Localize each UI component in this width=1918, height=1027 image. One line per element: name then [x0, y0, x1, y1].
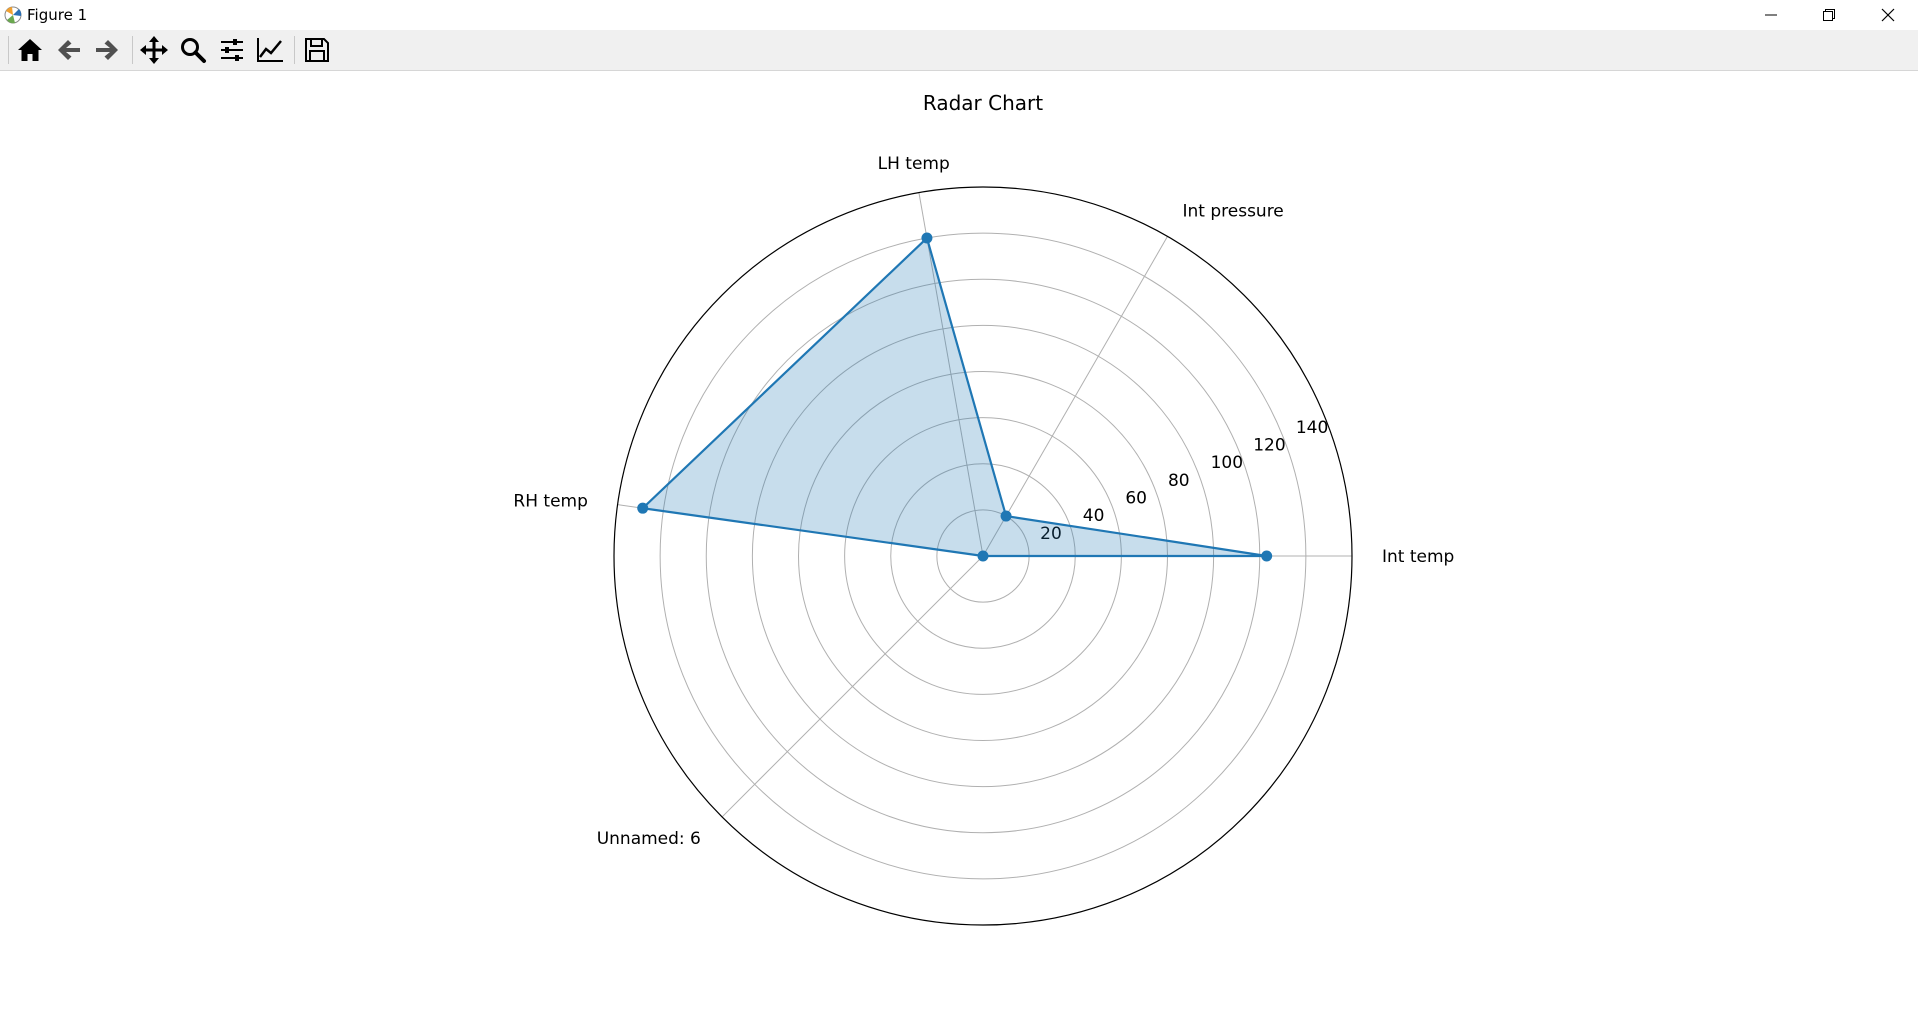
- axis-label: LH temp: [878, 154, 950, 174]
- polar-frame: [613, 186, 1353, 926]
- minimize-icon: [1765, 14, 1777, 16]
- radial-tick-label: 140: [1296, 418, 1328, 438]
- pan-icon: [140, 36, 168, 64]
- chart-title: Radar Chart: [923, 91, 1043, 115]
- figure-canvas[interactable]: 20 40 60 80 100 120 140 Int temp Int pressure LH…: [0, 71, 1918, 1023]
- subplots-icon: [221, 39, 243, 61]
- save-icon: [305, 38, 329, 62]
- toolbar-separator: [294, 36, 295, 64]
- radar-chart: 20 40 60 80 100 120 140 Int temp Int pressure LH…: [513, 91, 1454, 926]
- radial-tick-label: 120: [1253, 436, 1285, 456]
- matplotlib-app-icon: [4, 6, 22, 24]
- radial-tick-label: 100: [1211, 453, 1243, 473]
- restore-button[interactable]: [1800, 0, 1858, 30]
- angular-gridline: [721, 555, 984, 818]
- save-button[interactable]: [300, 34, 334, 66]
- data-area: [642, 238, 1267, 556]
- minimize-button[interactable]: [1742, 0, 1800, 30]
- back-icon: [58, 40, 80, 60]
- close-button[interactable]: [1859, 0, 1917, 30]
- forward-icon: [96, 40, 118, 60]
- axis-label: Int pressure: [1182, 201, 1283, 221]
- data-point: [637, 502, 649, 514]
- axis-label: Int temp: [1382, 547, 1454, 567]
- data-point: [1000, 510, 1012, 522]
- configure-subplots-button[interactable]: [215, 34, 249, 66]
- angular-gridline: [982, 236, 1168, 557]
- window-title: Figure 1: [27, 6, 88, 24]
- edit-axis-icon: [257, 38, 283, 62]
- edit-axis-button[interactable]: [253, 34, 287, 66]
- data-point: [977, 550, 989, 562]
- navigation-toolbar: [0, 30, 1918, 71]
- window-titlebar: Figure 1: [0, 0, 1918, 30]
- zoom-icon: [181, 38, 206, 63]
- angular-gridline: [918, 192, 984, 557]
- home-button[interactable]: [13, 34, 47, 66]
- close-icon: [1881, 8, 1895, 22]
- restore-icon: [1823, 9, 1835, 21]
- home-icon: [18, 39, 42, 61]
- data-line: [640, 235, 1267, 558]
- toolbar-separator: [8, 36, 9, 64]
- toolbar-separator: [132, 36, 133, 64]
- radial-tick-label: 60: [1125, 489, 1147, 509]
- data-point: [921, 232, 933, 244]
- pan-button[interactable]: [137, 34, 171, 66]
- zoom-button[interactable]: [176, 34, 210, 66]
- forward-button[interactable]: [90, 34, 124, 66]
- axis-label: Unnamed: 6: [597, 829, 701, 849]
- radial-tick-label: 40: [1083, 506, 1105, 526]
- radial-tick-label: 20: [1040, 524, 1062, 544]
- axis-label: RH temp: [513, 491, 587, 511]
- back-button[interactable]: [52, 34, 86, 66]
- radial-tick-label: 80: [1168, 471, 1190, 491]
- data-point: [1261, 550, 1273, 562]
